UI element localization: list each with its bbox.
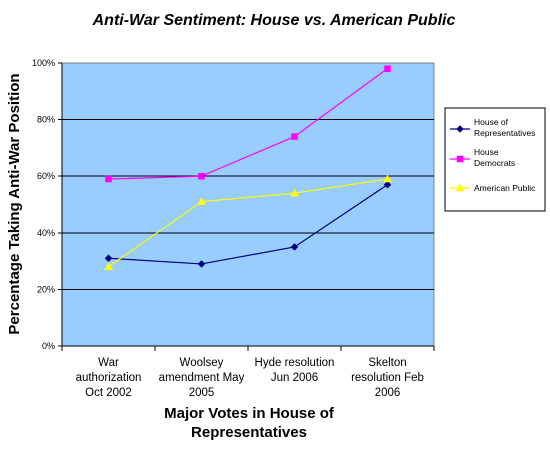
data-point	[290, 188, 299, 197]
data-point	[456, 125, 464, 133]
series-line	[108, 68, 388, 180]
y-axis: 0% 20% 40% 60% 80% 100%	[32, 58, 63, 351]
legend-label: House of Representatives	[474, 117, 535, 138]
x-axis-label-text: Major Votes in House of Representatives	[164, 405, 335, 441]
legend-label: House Democrats	[474, 147, 515, 168]
data-point	[384, 65, 391, 72]
data-point	[104, 254, 113, 263]
y-tick-label: 80%	[37, 115, 55, 125]
legend-label: American Public	[474, 183, 536, 193]
data-point	[455, 183, 465, 192]
y-tick-label: 100%	[32, 58, 55, 68]
plot-area	[61, 62, 435, 347]
data-point	[290, 243, 299, 251]
x-tick-label: War authorization Oct 2002	[76, 357, 142, 399]
x-tick-label: Hyde resolution Jun 2006	[255, 357, 335, 384]
y-axis-label: Percentage Taking Anti-War Position	[6, 73, 23, 334]
data-point	[456, 155, 464, 163]
y-tick-label: 40%	[37, 228, 55, 238]
data-point	[104, 262, 113, 271]
data-point	[198, 172, 205, 180]
chart-title: Anti-War Sentiment: House vs. American P…	[92, 12, 456, 29]
y-tick-label: 20%	[37, 284, 55, 294]
data-point	[383, 180, 392, 189]
series-line	[108, 184, 388, 265]
grid-lines	[62, 119, 434, 290]
data-point	[105, 175, 112, 183]
legend: House of Representatives House Democrats Ame…	[444, 107, 546, 212]
data-point	[197, 260, 206, 268]
data-point	[383, 174, 392, 183]
y-tick-label: 60%	[37, 171, 55, 181]
series-group	[104, 65, 392, 271]
x-tick-label: Woolsey amendment May 2005	[159, 357, 245, 399]
series-line	[108, 178, 388, 268]
x-axis-label: Major Votes in House of Representatives	[164, 405, 335, 441]
y-tick-label: 0%	[42, 341, 55, 351]
x-tick-label: Skelton resolution Feb 2006	[351, 357, 424, 399]
data-point	[197, 197, 206, 205]
data-point	[291, 133, 298, 140]
x-axis: War authorization Oct 2002 Woolsey amendment…	[61, 345, 435, 399]
